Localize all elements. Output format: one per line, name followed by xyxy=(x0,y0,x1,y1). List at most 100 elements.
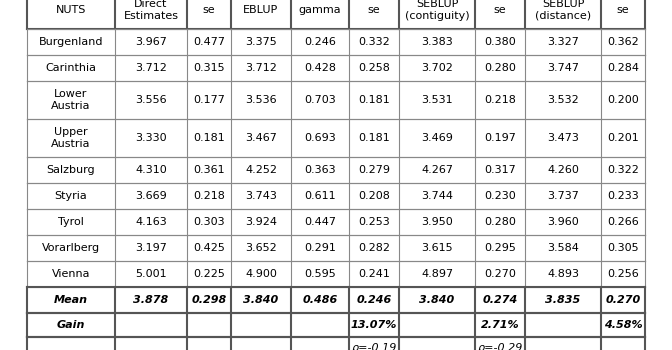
Text: 0.428: 0.428 xyxy=(304,63,336,73)
Text: Burgenland: Burgenland xyxy=(39,37,103,47)
Text: Gain: Gain xyxy=(57,320,85,330)
Text: 0.181: 0.181 xyxy=(193,133,225,143)
Text: 3.473: 3.473 xyxy=(547,133,579,143)
Text: Styria: Styria xyxy=(54,191,87,201)
Text: se: se xyxy=(617,5,629,15)
Text: Carinthia: Carinthia xyxy=(46,63,97,73)
Text: 0.230: 0.230 xyxy=(484,191,516,201)
Text: 5.001: 5.001 xyxy=(135,269,167,279)
Text: 0.693: 0.693 xyxy=(304,133,336,143)
Text: 3.197: 3.197 xyxy=(135,243,167,253)
Text: NUTS: NUTS xyxy=(56,5,86,15)
Text: 0.274: 0.274 xyxy=(482,295,517,305)
Text: 0.447: 0.447 xyxy=(304,217,336,227)
Text: 0.177: 0.177 xyxy=(193,95,225,105)
Text: 0.703: 0.703 xyxy=(304,95,336,105)
Text: 0.258: 0.258 xyxy=(358,63,390,73)
Text: 4.897: 4.897 xyxy=(421,269,453,279)
Text: Salzburg: Salzburg xyxy=(46,165,95,175)
Text: 0.363: 0.363 xyxy=(304,165,336,175)
Text: 3.615: 3.615 xyxy=(421,243,453,253)
Text: 0.208: 0.208 xyxy=(358,191,390,201)
Text: 3.840: 3.840 xyxy=(243,295,279,305)
Text: 3.840: 3.840 xyxy=(419,295,455,305)
Text: ρ=-0.29: ρ=-0.29 xyxy=(477,343,523,350)
Text: 3.712: 3.712 xyxy=(135,63,167,73)
Text: Direct
Estimates: Direct Estimates xyxy=(124,0,179,21)
Text: 0.332: 0.332 xyxy=(358,37,390,47)
Text: se: se xyxy=(368,5,380,15)
Text: 3.375: 3.375 xyxy=(245,37,277,47)
Text: 3.531: 3.531 xyxy=(421,95,453,105)
Text: 3.652: 3.652 xyxy=(245,243,277,253)
Text: 0.279: 0.279 xyxy=(358,165,390,175)
Text: SEBLUP
(contiguity): SEBLUP (contiguity) xyxy=(405,0,469,21)
Text: 0.362: 0.362 xyxy=(607,37,639,47)
Text: 0.181: 0.181 xyxy=(358,133,390,143)
Text: 3.383: 3.383 xyxy=(421,37,453,47)
Text: 3.702: 3.702 xyxy=(421,63,453,73)
Text: 0.246: 0.246 xyxy=(304,37,336,47)
Text: 3.743: 3.743 xyxy=(245,191,277,201)
Text: 0.280: 0.280 xyxy=(484,217,516,227)
Text: 3.327: 3.327 xyxy=(547,37,579,47)
Text: gamma: gamma xyxy=(298,5,341,15)
Text: se: se xyxy=(203,5,215,15)
Text: 4.893: 4.893 xyxy=(547,269,579,279)
Text: 0.197: 0.197 xyxy=(484,133,516,143)
Text: 0.595: 0.595 xyxy=(304,269,336,279)
Text: 3.556: 3.556 xyxy=(135,95,167,105)
Text: 3.835: 3.835 xyxy=(546,295,581,305)
Text: SEBLUP
(distance): SEBLUP (distance) xyxy=(535,0,591,21)
Text: se: se xyxy=(494,5,506,15)
Text: 4.310: 4.310 xyxy=(135,165,167,175)
Text: 3.712: 3.712 xyxy=(245,63,277,73)
Text: Lower
Austria: Lower Austria xyxy=(51,89,91,111)
Text: 0.200: 0.200 xyxy=(607,95,639,105)
Text: 0.233: 0.233 xyxy=(607,191,639,201)
Text: 0.486: 0.486 xyxy=(302,295,337,305)
Text: 0.317: 0.317 xyxy=(484,165,516,175)
Text: 3.744: 3.744 xyxy=(421,191,453,201)
Text: 3.747: 3.747 xyxy=(547,63,579,73)
Text: 4.58%: 4.58% xyxy=(603,320,642,330)
Text: 0.322: 0.322 xyxy=(607,165,639,175)
Text: 0.291: 0.291 xyxy=(304,243,336,253)
Text: ρ=-0.19: ρ=-0.19 xyxy=(351,343,396,350)
Text: 4.267: 4.267 xyxy=(421,165,453,175)
Text: 3.960: 3.960 xyxy=(547,217,579,227)
Text: 0.305: 0.305 xyxy=(607,243,639,253)
Text: 0.298: 0.298 xyxy=(192,295,226,305)
Text: 4.252: 4.252 xyxy=(245,165,277,175)
Text: 0.380: 0.380 xyxy=(484,37,516,47)
Text: 0.253: 0.253 xyxy=(358,217,390,227)
Text: 4.163: 4.163 xyxy=(135,217,167,227)
Text: 0.246: 0.246 xyxy=(356,295,392,305)
Text: 0.361: 0.361 xyxy=(193,165,225,175)
Text: 3.469: 3.469 xyxy=(421,133,453,143)
Text: 0.282: 0.282 xyxy=(358,243,390,253)
Text: 0.181: 0.181 xyxy=(358,95,390,105)
Text: 3.878: 3.878 xyxy=(133,295,169,305)
Text: 0.201: 0.201 xyxy=(607,133,639,143)
Text: 0.611: 0.611 xyxy=(304,191,336,201)
Text: 3.330: 3.330 xyxy=(135,133,167,143)
Text: 0.225: 0.225 xyxy=(193,269,225,279)
Text: 0.295: 0.295 xyxy=(484,243,516,253)
Text: Tyrol: Tyrol xyxy=(58,217,84,227)
Text: 13.07%: 13.07% xyxy=(351,320,397,330)
Text: 0.270: 0.270 xyxy=(484,269,516,279)
Text: 0.303: 0.303 xyxy=(193,217,225,227)
Text: 4.260: 4.260 xyxy=(547,165,579,175)
Text: 0.218: 0.218 xyxy=(484,95,516,105)
Text: 0.280: 0.280 xyxy=(484,63,516,73)
Text: 0.256: 0.256 xyxy=(607,269,639,279)
Text: Mean: Mean xyxy=(54,295,88,305)
Text: 3.669: 3.669 xyxy=(135,191,167,201)
Text: 3.967: 3.967 xyxy=(135,37,167,47)
Text: 0.477: 0.477 xyxy=(193,37,225,47)
Text: Vorarlberg: Vorarlberg xyxy=(42,243,100,253)
Text: Vienna: Vienna xyxy=(52,269,90,279)
Text: 3.467: 3.467 xyxy=(245,133,277,143)
Text: EBLUP: EBLUP xyxy=(243,5,279,15)
